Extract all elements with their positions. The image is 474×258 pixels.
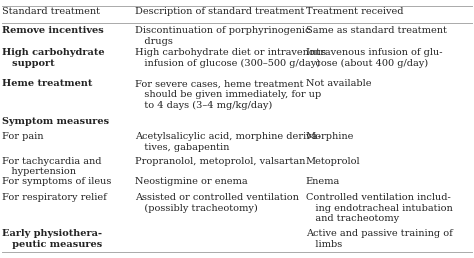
Text: For respiratory relief: For respiratory relief — [2, 193, 107, 202]
Text: High carbohydrate
   support: High carbohydrate support — [2, 48, 105, 68]
Text: Metoprolol: Metoprolol — [306, 157, 360, 166]
Text: Remove incentives: Remove incentives — [2, 26, 104, 35]
Text: Same as standard treatment: Same as standard treatment — [306, 26, 447, 35]
Text: For pain: For pain — [2, 132, 44, 141]
Text: Neostigmine or enema: Neostigmine or enema — [135, 177, 248, 186]
Text: Not available: Not available — [306, 79, 371, 88]
Text: Symptom measures: Symptom measures — [2, 117, 109, 126]
Text: Controlled ventilation includ-
   ing endotracheal intubation
   and tracheotomy: Controlled ventilation includ- ing endot… — [306, 193, 453, 223]
Text: Enema: Enema — [306, 177, 340, 186]
Text: For symptoms of ileus: For symptoms of ileus — [2, 177, 112, 186]
Text: Discontinuation of porphyrinogenic
   drugs: Discontinuation of porphyrinogenic drugs — [135, 26, 310, 46]
Text: Standard treatment: Standard treatment — [2, 7, 100, 16]
Text: For severe cases, heme treatment
   should be given immediately, for up
   to 4 : For severe cases, heme treatment should … — [135, 79, 321, 110]
Text: For tachycardia and
   hypertension: For tachycardia and hypertension — [2, 157, 102, 176]
Text: Description of standard treatment: Description of standard treatment — [135, 7, 304, 16]
Text: High carbohydrate diet or intravenous
   infusion of glucose (300–500 g/day): High carbohydrate diet or intravenous in… — [135, 48, 326, 68]
Text: Morphine: Morphine — [306, 132, 354, 141]
Text: Treatment received: Treatment received — [306, 7, 403, 16]
Text: Early physiothera-
   peutic measures: Early physiothera- peutic measures — [2, 229, 102, 249]
Text: Propranolol, metoprolol, valsartan: Propranolol, metoprolol, valsartan — [135, 157, 305, 166]
Text: Heme treatment: Heme treatment — [2, 79, 93, 88]
Text: Active and passive training of
   limbs: Active and passive training of limbs — [306, 229, 453, 249]
Text: Assisted or controlled ventilation
   (possibly tracheotomy): Assisted or controlled ventilation (poss… — [135, 193, 299, 213]
Text: Intravenous infusion of glu-
   cose (about 400 g/day): Intravenous infusion of glu- cose (about… — [306, 48, 442, 68]
Text: Acetylsalicylic acid, morphine deriva-
   tives, gabapentin: Acetylsalicylic acid, morphine deriva- t… — [135, 132, 321, 152]
